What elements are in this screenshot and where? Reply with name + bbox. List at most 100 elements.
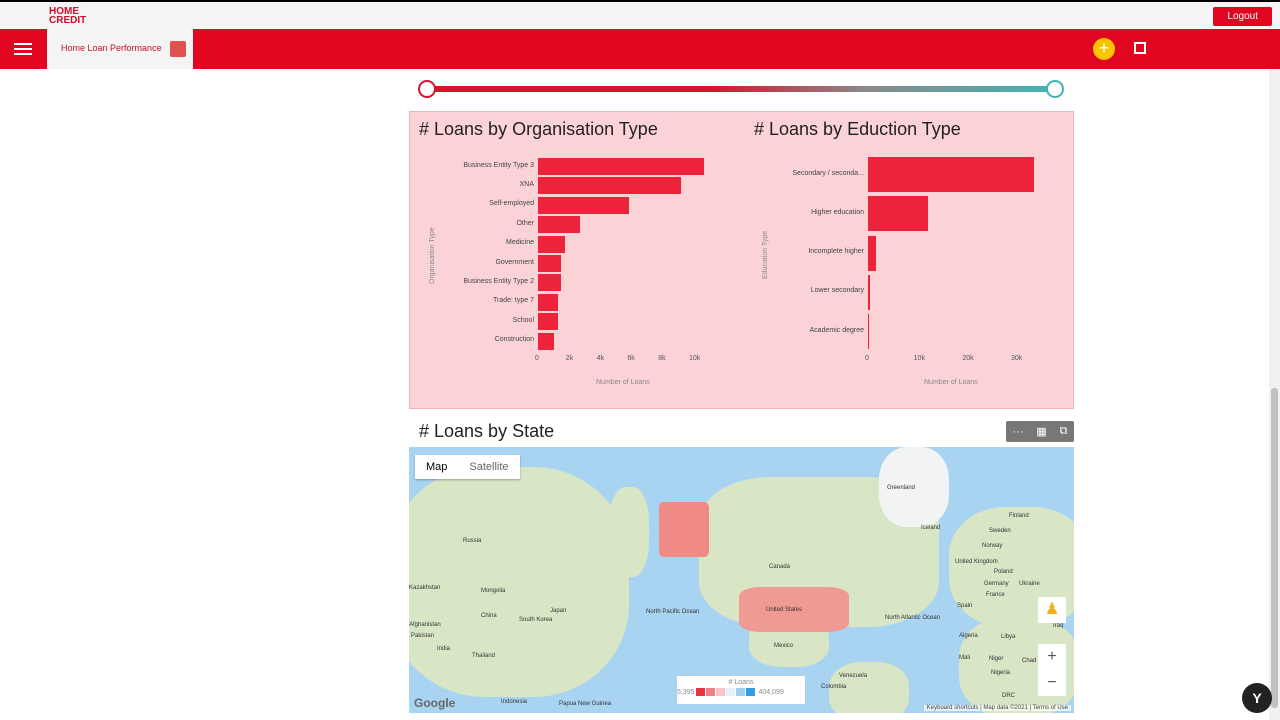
- legend-swatch: [696, 688, 706, 696]
- map-legend: # Loans 5,395 404,099: [677, 676, 805, 704]
- map-place-label: Ukraine: [1019, 581, 1040, 587]
- edu-bar: [868, 196, 929, 232]
- map-place-label: Poland: [994, 569, 1013, 575]
- map-place-label: Greenland: [887, 485, 916, 491]
- home-credit-logo[interactable]: HOME CREDIT: [49, 6, 87, 26]
- map-place-label: Mali: [959, 655, 971, 661]
- org-category-label: Business Entity Type 2: [463, 277, 534, 285]
- map-place-label: China: [481, 613, 497, 619]
- zoom-out-button[interactable]: −: [1038, 670, 1066, 696]
- map-place-label: Indonesia: [501, 699, 528, 705]
- org-bar: [538, 293, 559, 311]
- org-bar: [538, 196, 629, 214]
- street-view-icon[interactable]: ♟: [1038, 597, 1066, 623]
- map-place-label: United Kingdom: [955, 559, 998, 565]
- expand-icon[interactable]: ⧉: [1059, 425, 1068, 437]
- nav-bar: Home Loan Performance +: [0, 29, 1280, 69]
- legend-swatch: [746, 688, 756, 696]
- org-bar: [538, 216, 580, 234]
- org-y-axis-title: Organisation Type: [429, 227, 436, 284]
- legend-swatches: [696, 688, 756, 696]
- org-category-label: Construction: [494, 336, 534, 344]
- map-place-label: Iceland: [921, 525, 941, 531]
- edu-category-label: Lower secondary: [810, 287, 864, 295]
- map-place-label: Spain: [957, 603, 973, 609]
- top-bar: HOME CREDIT Logout: [0, 0, 1280, 30]
- table-icon[interactable]: ▦: [1036, 426, 1047, 438]
- help-widget-button[interactable]: Y: [1242, 683, 1272, 713]
- map-place-label: North Atlantic Ocean: [885, 615, 941, 621]
- map-place-label: Russia: [463, 538, 482, 544]
- org-x-tick-label: 6k: [627, 355, 635, 362]
- map-place-label: DRC: [1002, 693, 1015, 699]
- org-category-label: Other: [516, 219, 534, 227]
- map-place-label: Pakistan: [411, 633, 435, 639]
- edu-bar: [868, 274, 870, 310]
- edu-category-label: Incomplete higher: [808, 248, 864, 256]
- map-place-label: North Pacific Ocean: [646, 609, 700, 615]
- keyboard-shortcuts-link[interactable]: Keyboard shortcuts: [926, 705, 979, 711]
- map-place-label: Japan: [550, 608, 567, 614]
- org-bar: [538, 332, 555, 350]
- map-place-label: South Korea: [519, 617, 553, 623]
- satellite-tab[interactable]: Satellite: [469, 461, 509, 473]
- org-bar: [538, 158, 705, 175]
- range-slider-min-handle[interactable]: [418, 80, 436, 98]
- edu-category-label: Academic degree: [809, 326, 864, 334]
- map-place-label: India: [437, 646, 451, 652]
- dashboard-tab-label: Home Loan Performance: [61, 43, 162, 53]
- legend-title: # Loans: [728, 679, 754, 686]
- edu-bar: [868, 235, 877, 271]
- map-place-label: Niger: [989, 656, 1004, 662]
- org-category-label: Trade: type 7: [493, 297, 534, 305]
- edu-category-label: Higher education: [811, 208, 864, 216]
- fullscreen-icon[interactable]: [1134, 42, 1146, 54]
- scrollbar-thumb[interactable]: [1271, 388, 1278, 708]
- legend-swatch: [706, 688, 716, 696]
- map-place-label: Nigeria: [991, 670, 1011, 676]
- legend-swatch: [736, 688, 746, 696]
- menu-icon[interactable]: [14, 40, 32, 58]
- dashboard-tab[interactable]: Home Loan Performance: [47, 29, 193, 69]
- org-x-tick-label: 0: [535, 355, 539, 362]
- edu-x-tick-label: 30k: [1011, 355, 1023, 362]
- edu-bar: [868, 157, 1034, 192]
- range-slider-max-handle[interactable]: [1046, 80, 1064, 98]
- state-map[interactable]: Greenland Iceland Finland Sweden Norway Unite…: [409, 447, 1074, 713]
- more-icon[interactable]: ···: [1012, 425, 1024, 438]
- org-bar: [538, 274, 562, 292]
- org-x-tick-label: 2k: [565, 355, 574, 362]
- org-category-label: Business Entity Type 3: [463, 161, 534, 169]
- map-place-label: Algeria: [959, 633, 978, 639]
- legend-min: 5,395: [677, 688, 695, 696]
- org-category-label: Medicine: [505, 239, 534, 247]
- org-bar: [538, 255, 562, 272]
- legend-swatch: [726, 688, 736, 696]
- map-place-label: Afghanistan: [409, 622, 441, 628]
- org-category-label: School: [512, 316, 534, 324]
- map-place-label: Papua New Guinea: [559, 701, 612, 707]
- chevron-down-icon[interactable]: [170, 41, 186, 57]
- map-place-label: Colombia: [821, 684, 847, 690]
- edu-x-axis-title: Number of Loans: [924, 379, 978, 386]
- map-place-label: Mongolia: [481, 588, 506, 594]
- visual-toolbar: ··· ▦ ⧉: [1006, 421, 1074, 442]
- logout-button[interactable]: Logout: [1213, 7, 1272, 26]
- map-attribution: Keyboard shortcuts | Map data ©2021 | Te…: [923, 705, 1071, 711]
- map-place-label: Libya: [1001, 634, 1016, 640]
- org-category-label: Self-employed: [489, 200, 534, 208]
- edu-chart-title: # Loans by Eduction Type: [754, 119, 961, 139]
- edu-x-tick-label: 0: [865, 355, 869, 362]
- map-place-label: Finland: [1009, 513, 1029, 519]
- org-category-label: XNA: [519, 180, 534, 188]
- map-place-label: Germany: [984, 581, 1009, 587]
- org-x-tick-label: 4k: [596, 355, 604, 362]
- map-tab[interactable]: Map: [426, 461, 448, 473]
- range-slider-track[interactable]: [427, 86, 1055, 92]
- add-button[interactable]: +: [1093, 38, 1115, 60]
- terms-link[interactable]: Terms of Use: [1032, 705, 1068, 711]
- org-x-axis-title: Number of Loans: [596, 379, 650, 386]
- zoom-in-button[interactable]: +: [1038, 644, 1066, 670]
- org-category-label: Government: [495, 258, 534, 266]
- map-data-text: Map data ©2021: [983, 705, 1028, 711]
